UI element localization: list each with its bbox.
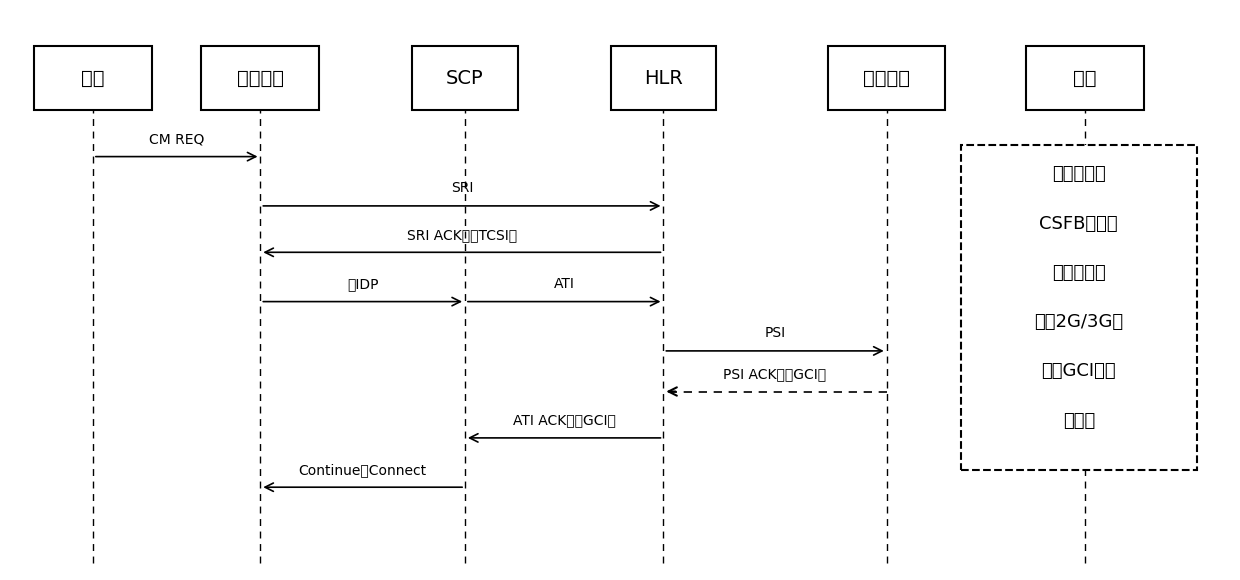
Bar — [1025, 46, 1143, 110]
Text: 如果被叫是: 如果被叫是 — [1052, 165, 1106, 183]
Text: CM REQ: CM REQ — [149, 132, 205, 146]
Text: 被叫端局: 被叫端局 — [863, 69, 910, 88]
Text: HLR: HLR — [644, 69, 683, 88]
Text: CSFB用户，: CSFB用户， — [1039, 215, 1118, 233]
Text: PSI ACK（带GCI）: PSI ACK（带GCI） — [723, 367, 827, 381]
Text: ATI: ATI — [554, 277, 574, 291]
Text: SRI ACK（带TCSI）: SRI ACK（带TCSI） — [407, 228, 517, 242]
Text: SCP: SCP — [446, 69, 484, 88]
Bar — [961, 145, 1197, 470]
Text: SRI: SRI — [450, 182, 474, 195]
Text: 获取。: 获取。 — [1063, 412, 1095, 430]
Bar — [828, 46, 945, 110]
Text: 被IDP: 被IDP — [347, 277, 378, 291]
Text: Continue或Connect: Continue或Connect — [299, 463, 427, 477]
Text: 主叫: 主叫 — [82, 69, 104, 88]
Text: 被叫: 被叫 — [1074, 69, 1096, 88]
Text: 落到2G/3G，: 落到2G/3G， — [1034, 313, 1123, 331]
Bar — [611, 46, 717, 110]
Bar — [412, 46, 518, 110]
Text: ATI ACK（带GCI）: ATI ACK（带GCI） — [513, 414, 615, 427]
Text: 此时没有回: 此时没有回 — [1052, 264, 1106, 282]
Text: 主叫端局: 主叫端局 — [237, 69, 284, 88]
Bar — [33, 46, 151, 110]
Bar — [201, 46, 319, 110]
Text: 因此GCI无法: 因此GCI无法 — [1042, 362, 1116, 380]
Text: PSI: PSI — [764, 327, 786, 340]
